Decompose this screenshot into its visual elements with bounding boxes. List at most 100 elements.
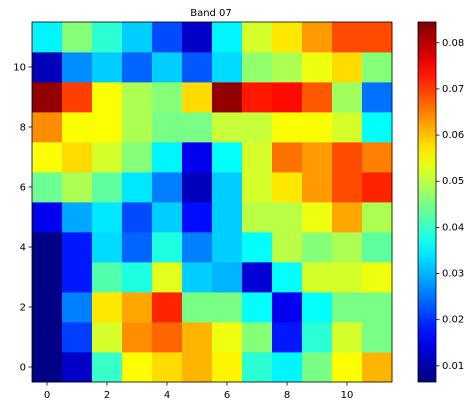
heatmap-cell [62, 142, 93, 173]
heatmap-cell [212, 352, 243, 383]
heatmap-cell [152, 292, 183, 323]
heatmap-cell [122, 232, 153, 263]
heatmap-cell [32, 352, 63, 383]
heatmap-cell [92, 322, 123, 353]
heatmap-cell [272, 292, 303, 323]
x-tick-label: 2 [104, 390, 110, 401]
heatmap-cell [332, 232, 363, 263]
heatmap-cell [332, 142, 363, 173]
heatmap-cell [362, 172, 393, 203]
heatmap-cell [32, 172, 63, 203]
heatmap-cell [122, 82, 153, 113]
heatmap-cell [122, 172, 153, 203]
heatmap-cell [152, 52, 183, 83]
y-tick-label: 4 [20, 243, 26, 254]
heatmap-cell [212, 112, 243, 143]
heatmap-cell [122, 52, 153, 83]
y-tick-label: 6 [20, 183, 26, 194]
heatmap-cell [362, 322, 393, 353]
heatmap-cell [122, 322, 153, 353]
heatmap-cell [362, 22, 393, 53]
heatmap-cell [362, 352, 393, 383]
heatmap-cell [242, 232, 273, 263]
heatmap-cell [302, 322, 333, 353]
heatmap-cell [62, 292, 93, 323]
heatmap-cell [362, 82, 393, 113]
x-tick-label: 10 [341, 390, 354, 401]
heatmap-cell [92, 232, 123, 263]
heatmap-cell [332, 262, 363, 293]
heatmap-cells [32, 22, 393, 383]
heatmap-cell [362, 232, 393, 263]
colorbar-tick-label: 0.05 [442, 176, 464, 187]
heatmap-cell [32, 142, 63, 173]
heatmap-cell [362, 112, 393, 143]
heatmap-cell [122, 292, 153, 323]
heatmap-cell [182, 52, 213, 83]
heatmap-cell [242, 112, 273, 143]
heatmap-cell [272, 112, 303, 143]
heatmap-cell [212, 232, 243, 263]
heatmap-cell [32, 202, 63, 233]
heatmap-cell [152, 322, 183, 353]
heatmap-cell [182, 22, 213, 53]
heatmap-cell [62, 322, 93, 353]
heatmap-cell [152, 142, 183, 173]
heatmap-cell [32, 232, 63, 263]
heatmap-cell [272, 22, 303, 53]
heatmap-cell [272, 52, 303, 83]
plot-frame [31, 21, 393, 383]
heatmap-cell [212, 292, 243, 323]
heatmap-cell [302, 172, 333, 203]
heatmap-cell [332, 202, 363, 233]
heatmap-cell [272, 202, 303, 233]
heatmap-cell [272, 172, 303, 203]
heatmap-cell [92, 112, 123, 143]
heatmap-cell [62, 52, 93, 83]
heatmap-cell [62, 262, 93, 293]
heatmap-cell [302, 82, 333, 113]
heatmap-cell [182, 232, 213, 263]
heatmap-cell [272, 262, 303, 293]
heatmap-cell [182, 82, 213, 113]
heatmap-cell [122, 262, 153, 293]
colorbar-tick-label: 0.01 [442, 361, 464, 372]
heatmap-cell [32, 112, 63, 143]
heatmap-cell [242, 262, 273, 293]
heatmap-cell [212, 142, 243, 173]
heatmap-cell [152, 352, 183, 383]
heatmap-cell [92, 172, 123, 203]
y-tick-label: 8 [20, 123, 26, 134]
colorbar [417, 21, 437, 383]
y-tick-label: 10 [13, 63, 26, 74]
heatmap-cell [152, 262, 183, 293]
heatmap-cell [242, 142, 273, 173]
heatmap-cell [302, 262, 333, 293]
heatmap-cell [182, 352, 213, 383]
heatmap-cell [62, 202, 93, 233]
heatmap-cell [182, 142, 213, 173]
heatmap-cell [32, 22, 63, 53]
heatmap-cell [152, 232, 183, 263]
colorbar-tick-label: 0.06 [442, 130, 464, 141]
heatmap-cell [62, 22, 93, 53]
heatmap-cell [152, 202, 183, 233]
x-tick-label: 0 [44, 390, 50, 401]
heatmap-cell [332, 52, 363, 83]
heatmap-cell [302, 112, 333, 143]
heatmap-cell [302, 142, 333, 173]
colorbar-tick-label: 0.08 [442, 38, 464, 49]
heatmap-cell [362, 142, 393, 173]
heatmap-cell [212, 172, 243, 203]
heatmap-cell [122, 352, 153, 383]
heatmap-cell [242, 292, 273, 323]
y-axis: 0 2 4 6 8 10 [13, 63, 32, 374]
heatmap-cell [212, 52, 243, 83]
heatmap-cell [152, 172, 183, 203]
heatmap-cell [272, 352, 303, 383]
heatmap-cell [242, 352, 273, 383]
heatmap-cell [122, 142, 153, 173]
heatmap-cell [182, 322, 213, 353]
heatmap-cell [362, 292, 393, 323]
heatmap-cell [62, 82, 93, 113]
